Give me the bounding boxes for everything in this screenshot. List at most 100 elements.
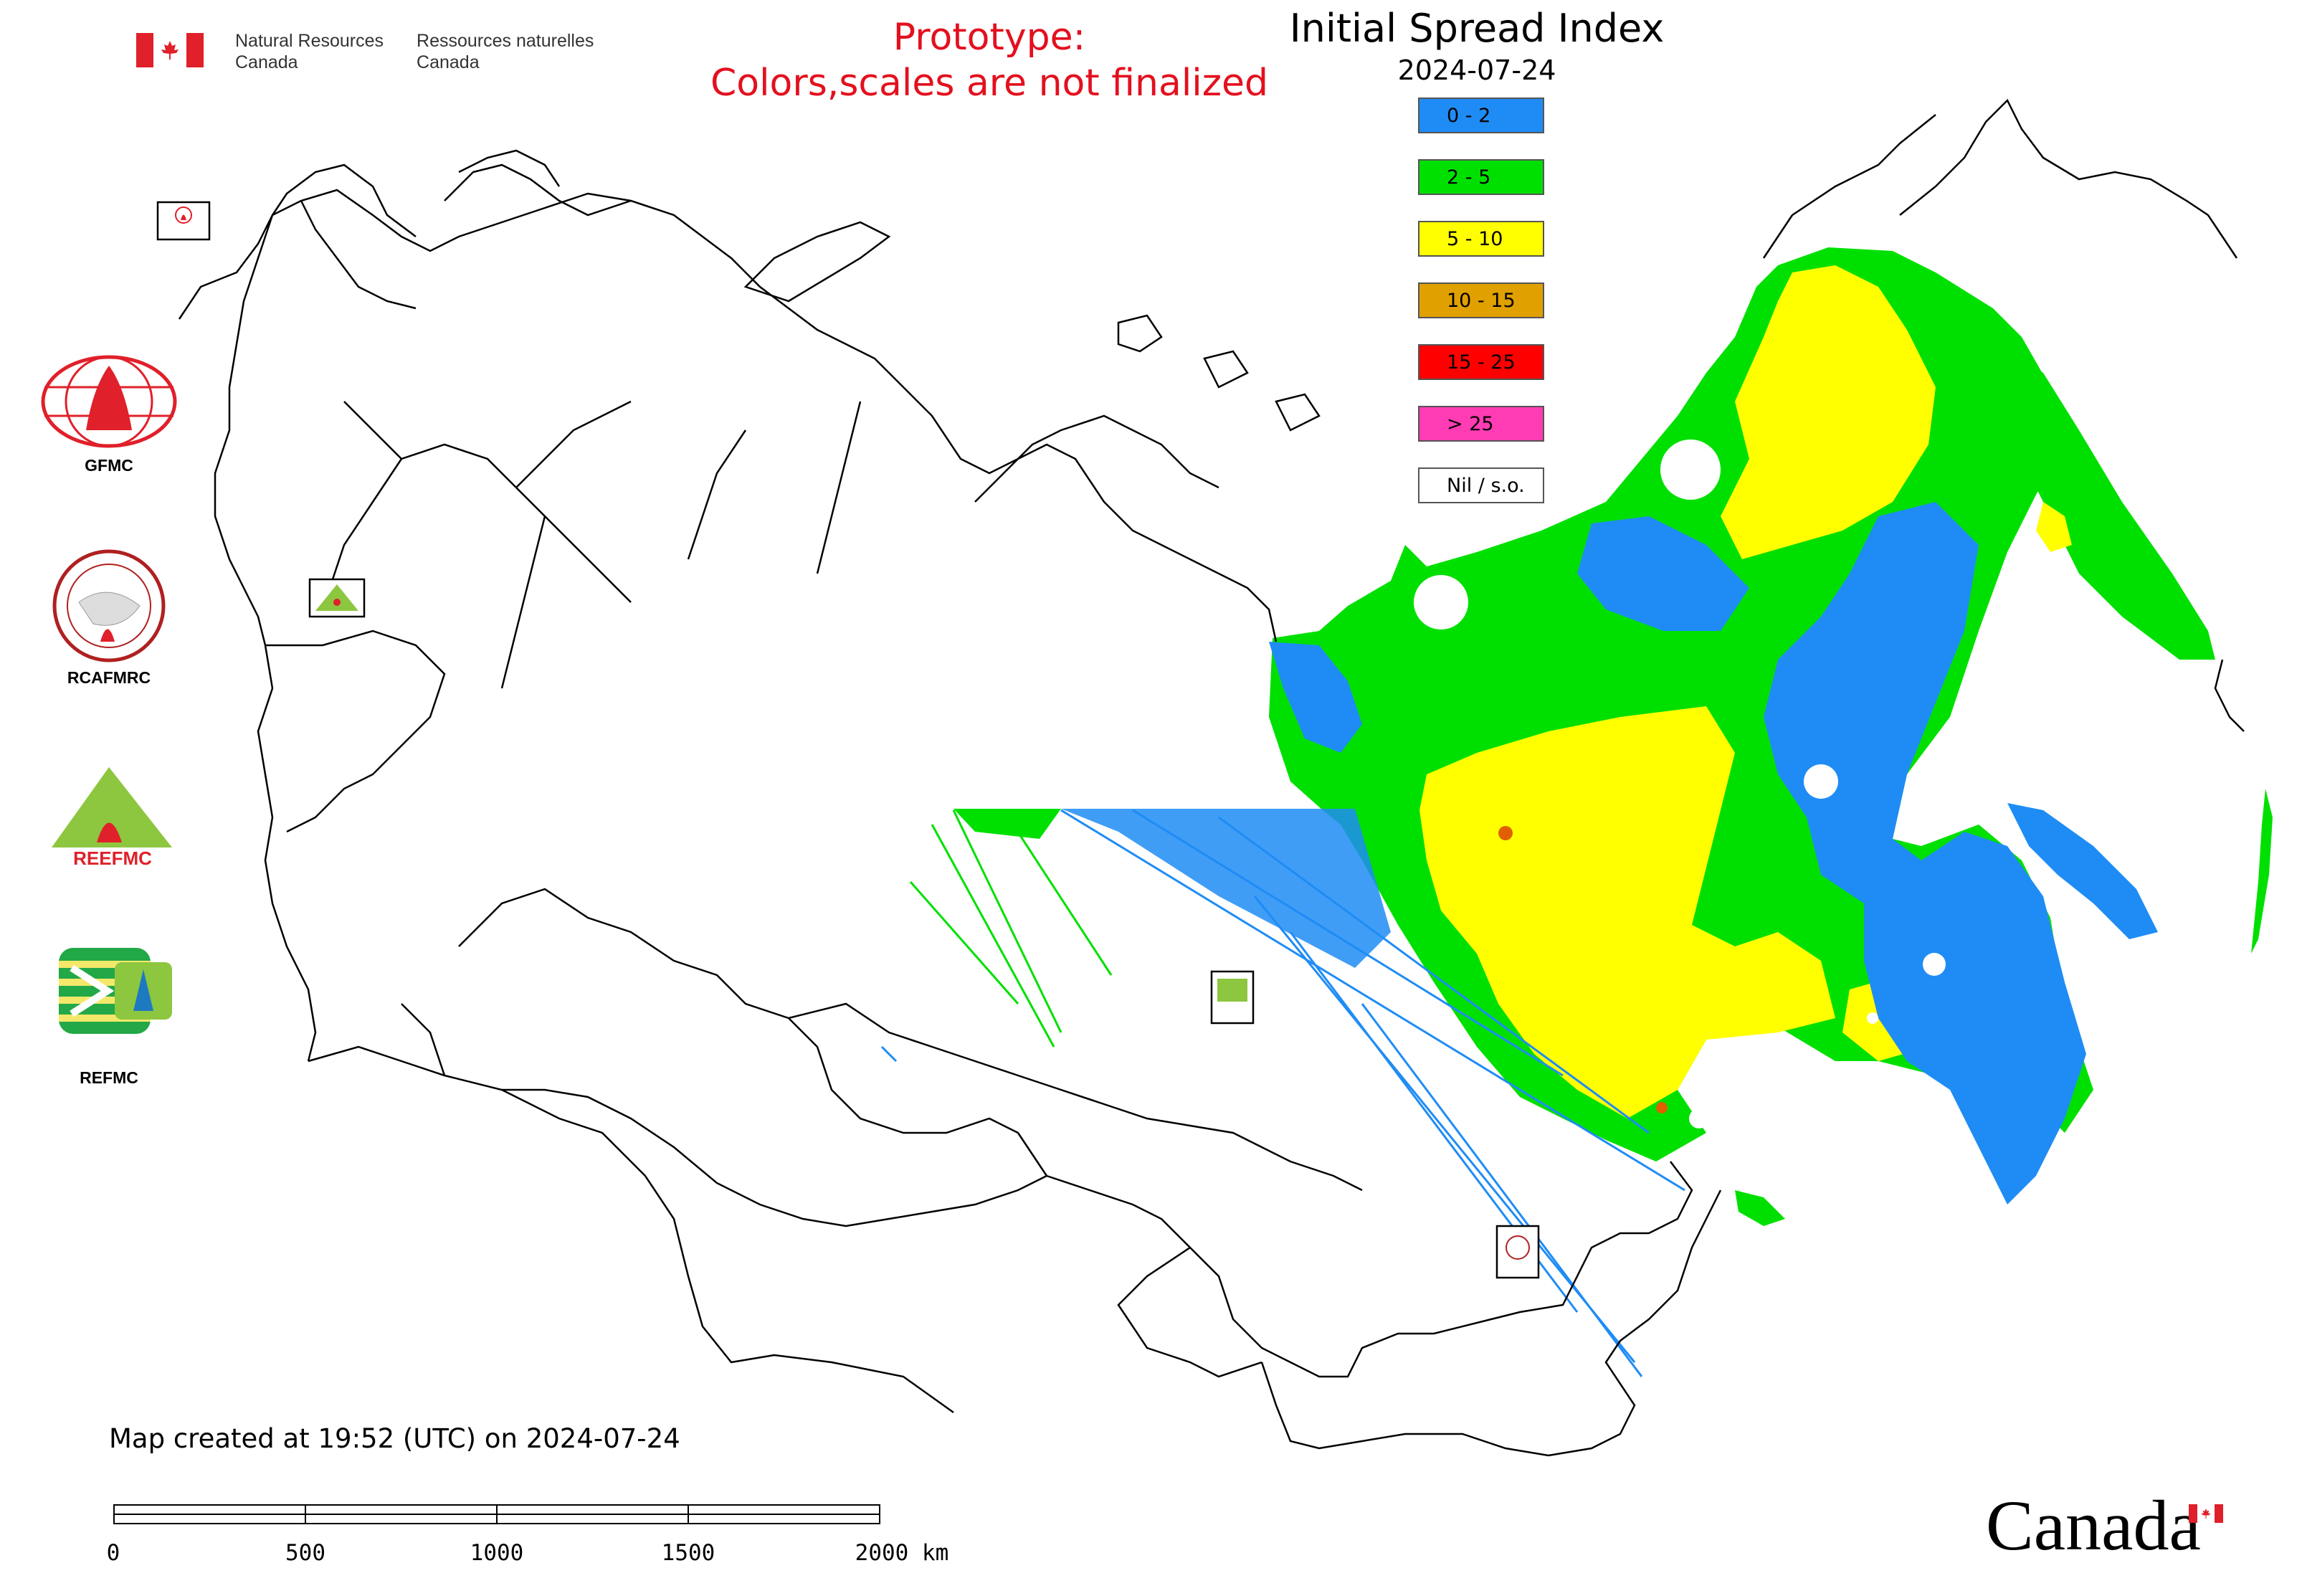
isi-streaks-green [909, 809, 1113, 1048]
outline-chukotka [1762, 114, 1936, 259]
scale-tick-1500: 1500 [661, 1540, 715, 1566]
maple-leaf-icon [161, 41, 179, 60]
flag-center [153, 33, 186, 67]
reefmc-logo-wordmark: REEFMC [73, 847, 152, 869]
outline-ukraine [265, 630, 446, 833]
rcafmrc-ring-inner [67, 564, 151, 648]
isi-north-green-strip [953, 809, 1061, 839]
isi-sakhalin [2251, 789, 2273, 954]
gfmc-logo [41, 355, 177, 448]
reefmc-triangle-shape [37, 767, 188, 868]
nil-hole-1 [1660, 440, 1721, 500]
rcafmrc-marker-ring [1506, 1235, 1530, 1260]
agency-en-line2: Canada [235, 52, 298, 72]
streak-green-4 [1002, 809, 1113, 976]
outline-china-east [1117, 1189, 1722, 1457]
legend-item-0-2: 0 - 2 [1418, 98, 1544, 133]
nil-hole-4 [1923, 953, 1946, 976]
reefmc-logo-icon [308, 578, 366, 618]
rcafmrc-logo-icon [1495, 1225, 1540, 1279]
refmc-logo [59, 948, 172, 1034]
streak-blue-6 [1361, 1003, 1643, 1377]
flag-left-bar [136, 33, 153, 67]
gfmc-flame-shape [86, 366, 132, 430]
map-created-note: Map created at 19:52 (UTC) on 2024-07-24 [109, 1423, 680, 1454]
scale-tick-500: 500 [285, 1540, 325, 1566]
nil-hole-3 [1804, 764, 1838, 799]
prototype-line2: Colors,scales are not finalized [710, 62, 1269, 105]
scale-tick-0: 0 [106, 1540, 120, 1566]
agency-fr-line2: Canada [417, 52, 480, 72]
legend-item-10-15: 10 - 15 [1418, 282, 1544, 318]
isi-blue-west [1269, 642, 1362, 753]
refmc-label: REFMC [80, 1068, 138, 1087]
agency-name-fr: Ressources naturelles Canada [417, 30, 594, 73]
wm-flag-left [2189, 1504, 2197, 1523]
legend-label: Nil / s.o. [1447, 474, 1525, 497]
outline-west [178, 189, 1278, 642]
refmc-tree-shape [133, 969, 153, 1011]
outline-scandinavia [271, 163, 417, 310]
agency-fr-line1: Ressources naturelles [417, 31, 594, 51]
isi-japan-fringe [1735, 1190, 1785, 1226]
wm-maple-leaf-icon [2201, 1509, 2211, 1519]
reefmc-marker-triangle [315, 584, 358, 611]
refmc-stripes [59, 961, 151, 1022]
scale-tick-2000: 2000 km [855, 1540, 949, 1566]
wm-flag-right [2215, 1504, 2223, 1523]
outline-central-asia [788, 1017, 1048, 1177]
nil-hole-2 [1414, 575, 1468, 630]
rcafmrc-logo [52, 549, 166, 662]
nil-hole-5 [2075, 1116, 2095, 1136]
legend-title: Initial Spread Index [1289, 6, 1665, 51]
legend-item-5-10: 5 - 10 [1418, 221, 1544, 257]
agency-en-line1: Natural Resources [235, 31, 384, 51]
reefmc-flame-shape [97, 822, 122, 842]
outline-barents [444, 163, 632, 217]
refmc-marker-fill [1217, 979, 1247, 1002]
refmc-sigma [70, 964, 115, 1017]
legend-label: > 25 [1447, 412, 1494, 435]
prototype-notice: Prototype: Colors,scales are not finaliz… [674, 14, 1305, 106]
streak-blue-4 [1253, 896, 1636, 1363]
gfmc-marker-flame [181, 214, 186, 220]
reefmc-logo: REEFMC [37, 767, 188, 869]
scale-bar-graphic [113, 1504, 880, 1524]
legend-label: 5 - 10 [1447, 227, 1503, 250]
map-logo-markers [156, 201, 1540, 1279]
legend-label: 10 - 15 [1447, 289, 1516, 312]
gfmc-marker-globe [175, 206, 192, 224]
outline-caucasus [308, 1045, 954, 1414]
legend: 0 - 2 2 - 5 5 - 10 10 - 15 15 - 25 > 25 … [1418, 98, 1544, 529]
isi-yellow-central [1419, 706, 1835, 1118]
streak-blue-1 [1060, 809, 1685, 1192]
wordmark-flag-icon [2189, 1504, 2223, 1523]
outline-baltic-east [214, 214, 317, 1062]
isi-blue-north [1577, 516, 1749, 631]
isi-kamchatka-yellow [2036, 502, 2072, 552]
nil-hole-7 [1867, 1012, 1878, 1024]
streak-green-3 [909, 881, 1019, 1004]
nil-hole-6 [1689, 1108, 1709, 1129]
refmc-logo-icon [1210, 970, 1255, 1025]
isi-nil-holes [1414, 440, 2095, 1136]
canada-flag-icon [136, 33, 204, 67]
reefmc-marker-dot [333, 599, 341, 606]
outline-kola [458, 149, 561, 187]
streak-green-1 [952, 809, 1062, 1033]
gfmc-globe-inner [65, 356, 153, 447]
scale-tick-1000: 1000 [470, 1540, 524, 1566]
isi-yellow-north [1721, 265, 1936, 559]
legend-label: 0 - 2 [1447, 104, 1491, 127]
legend-label: 15 - 25 [1447, 351, 1516, 374]
outline-kamchatka-north [1899, 98, 2238, 259]
outline-kazakh-north [458, 888, 1363, 1192]
government-signature: Natural Resources Canada Ressources natu… [136, 30, 594, 73]
isi-blue-sea-fringe [2007, 803, 2158, 939]
legend-item-2-5: 2 - 5 [1418, 159, 1544, 195]
isi-raster [880, 247, 2273, 1377]
gfmc-marker-frame [156, 201, 211, 241]
rcafmrc-label: RCAFMRC [67, 668, 151, 687]
hotspot-1 [1498, 826, 1513, 840]
